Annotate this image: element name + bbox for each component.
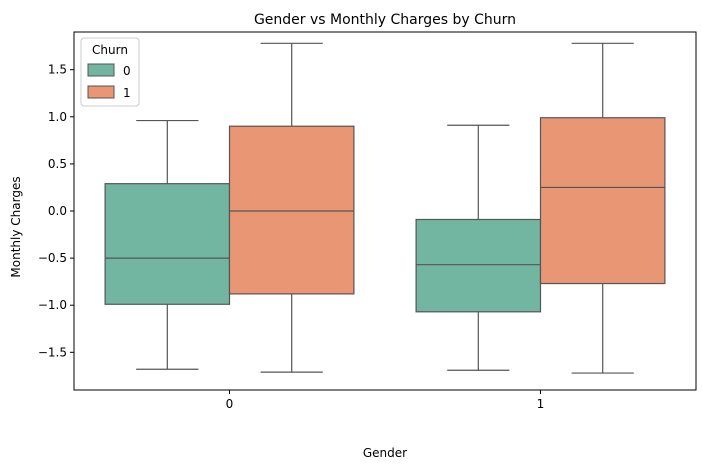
y-tick-label: 1.0 <box>48 110 67 124</box>
plot-area <box>104 42 666 374</box>
iqr-box <box>539 117 666 285</box>
y-tick-label: −1.5 <box>38 345 67 359</box>
y-tick-label: 0.5 <box>48 157 67 171</box>
legend: Churn 0 1 <box>80 37 140 107</box>
legend-swatch-0 <box>87 63 115 77</box>
axes: −1.5 −1.0 −0.5 0.0 0.5 1.0 1.5 0 1 <box>38 31 697 411</box>
iqr-box <box>415 218 542 313</box>
y-tick-label: 0.0 <box>48 204 67 218</box>
legend-label-0: 0 <box>123 64 131 78</box>
box-0-0 <box>104 119 231 370</box>
box-1-1 <box>539 42 666 374</box>
box-0-1 <box>415 124 542 371</box>
y-tick-label: −1.0 <box>38 298 67 312</box>
x-tick-label: 1 <box>537 397 545 411</box>
box-1-0 <box>228 42 355 373</box>
y-axis-label: Monthly Charges <box>9 176 23 277</box>
legend-title: Churn <box>92 43 128 57</box>
legend-label-1: 1 <box>123 86 131 100</box>
chart-title: Gender vs Monthly Charges by Churn <box>254 12 516 28</box>
y-tick-label: −0.5 <box>38 251 67 265</box>
iqr-box <box>104 183 231 305</box>
x-tick-label: 0 <box>226 397 234 411</box>
legend-swatch-1 <box>87 85 115 99</box>
x-axis-label: Gender <box>363 446 407 460</box>
iqr-box <box>228 125 355 295</box>
y-tick-label: 1.5 <box>48 63 67 77</box>
